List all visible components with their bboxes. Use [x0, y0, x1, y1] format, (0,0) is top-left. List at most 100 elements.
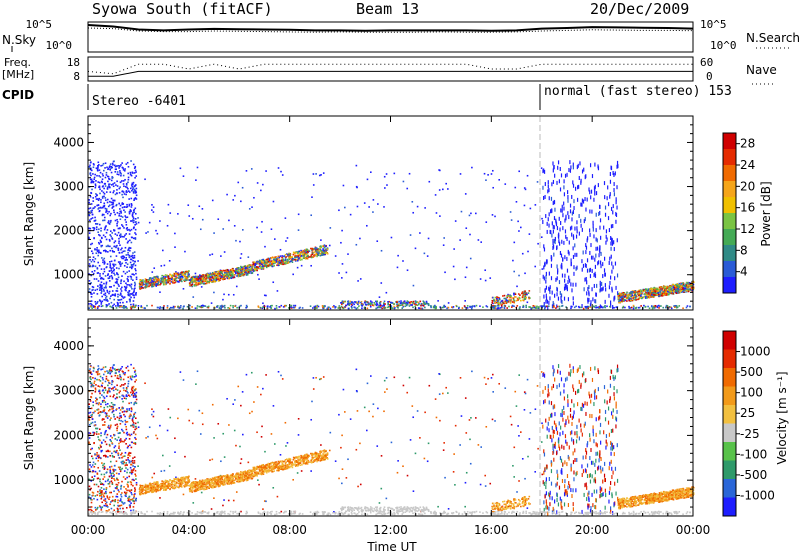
power-point [228, 271, 231, 273]
velocity-point [116, 396, 118, 399]
power-point [544, 194, 546, 199]
power-point [108, 280, 111, 282]
power-point [110, 295, 112, 297]
power-point [184, 275, 186, 278]
power-point [110, 171, 113, 174]
power-point [528, 233, 531, 235]
power-point [572, 235, 575, 240]
power-point [125, 256, 127, 259]
power-point [464, 193, 467, 195]
power-point [519, 294, 521, 296]
power-point [131, 292, 134, 295]
power-point [94, 216, 96, 219]
power-point [261, 267, 264, 269]
power-point [292, 306, 295, 309]
power-point [109, 163, 112, 165]
power-point [196, 307, 198, 309]
power-point [423, 302, 425, 304]
power-point [195, 281, 197, 284]
power-point [554, 173, 556, 178]
power-point [116, 173, 119, 176]
power-point [517, 299, 519, 301]
power-point [312, 256, 314, 258]
power-point [113, 190, 115, 192]
power-point [99, 188, 101, 191]
power-point [99, 300, 102, 302]
power-point [565, 216, 567, 221]
power-point [320, 246, 323, 248]
power-point [691, 287, 693, 289]
power-point [99, 239, 102, 242]
power-point [121, 216, 124, 218]
power-point [296, 266, 299, 269]
power-point [300, 249, 302, 252]
power-point [526, 301, 529, 304]
velocity-point [127, 453, 130, 455]
power-point [350, 302, 352, 304]
power-point [404, 302, 406, 305]
power-point [249, 265, 252, 268]
y-tick-label: 4000 [53, 135, 84, 149]
power-point [655, 290, 658, 292]
power-point [576, 165, 578, 170]
power-point [104, 236, 107, 238]
power-point [217, 274, 219, 277]
power-point [469, 306, 471, 308]
power-point [209, 272, 212, 275]
power-point [447, 188, 449, 190]
velocity-point [113, 490, 115, 493]
power-point [464, 276, 467, 279]
power-point [154, 283, 157, 285]
power-point [110, 197, 113, 200]
power-point [294, 304, 297, 307]
power-point [543, 301, 545, 306]
noise-panel-frame [87, 21, 694, 53]
power-point [656, 287, 659, 290]
power-point [125, 163, 128, 165]
power-point [169, 279, 171, 282]
power-point [99, 273, 101, 275]
power-point [123, 227, 125, 229]
power-point [526, 293, 528, 296]
power-point [114, 240, 117, 242]
velocity-point [109, 466, 111, 468]
power-point [513, 293, 515, 296]
power-point [416, 301, 418, 303]
power-point [595, 306, 597, 309]
power-point [653, 287, 655, 289]
power-point [550, 255, 552, 260]
velocity-point [116, 510, 119, 512]
power-point [548, 271, 550, 276]
power-point [290, 307, 293, 309]
power-point [607, 202, 610, 207]
power-point [564, 283, 566, 288]
power-point [408, 305, 411, 307]
velocity-point [126, 483, 129, 486]
power-point [581, 304, 583, 309]
power-point [432, 306, 435, 309]
power-point [119, 210, 121, 213]
power-point [662, 292, 665, 295]
power-point [654, 289, 656, 292]
power-point [104, 294, 107, 297]
power-swatch [723, 213, 736, 229]
power-point [554, 307, 557, 309]
power-point [94, 173, 96, 176]
power-point [141, 286, 144, 289]
power-point [506, 296, 509, 299]
power-point [115, 307, 118, 309]
power-point [674, 306, 676, 308]
power-point [180, 305, 182, 307]
power-point [411, 304, 413, 306]
power-point [652, 296, 655, 298]
power-point [122, 167, 124, 169]
power-point [553, 199, 555, 204]
power-point [679, 287, 681, 290]
power-point [94, 195, 97, 198]
power-point [125, 286, 128, 288]
power-point [609, 171, 611, 176]
power-point [228, 274, 230, 277]
power-point [684, 287, 687, 290]
power-point [272, 281, 275, 284]
